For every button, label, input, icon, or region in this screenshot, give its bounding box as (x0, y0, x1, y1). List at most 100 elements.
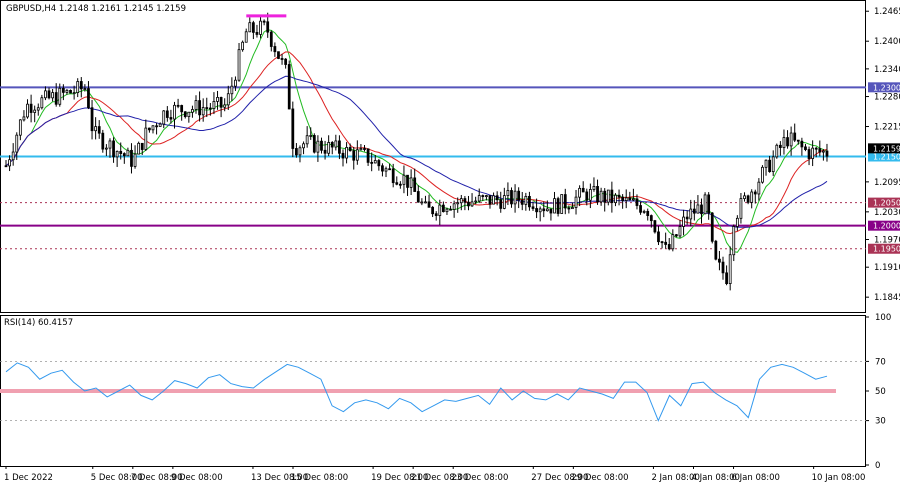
horizontal-levels[interactable] (0, 86, 866, 250)
candle-bear (413, 177, 417, 192)
candle-bull (316, 140, 320, 153)
candle-bull (485, 195, 488, 197)
candle-bull (703, 194, 707, 215)
candle-bear (61, 87, 65, 93)
candle-bear (778, 144, 782, 148)
candle-bull (502, 195, 506, 209)
candle-bull (72, 92, 76, 95)
rsi-y-tick-label: 0 (875, 461, 880, 471)
rsi-y-tick-label: 100 (875, 313, 891, 323)
candle-bull (51, 92, 54, 99)
candle-bull (18, 119, 22, 136)
candle-bear (180, 105, 184, 113)
candle-bull (757, 181, 761, 195)
candle-bear (97, 126, 101, 134)
rsi-axis: 100 70 50 30 0 (866, 313, 891, 471)
candle-bear (284, 58, 288, 65)
candle-bull (40, 97, 44, 109)
candle-bear (807, 149, 811, 159)
level-tags: 1.2300 1.2150 1.2050 1.2000 1.1950 1.2159 (868, 82, 900, 254)
candle-bull (65, 89, 69, 93)
candle-bull (105, 147, 108, 150)
candle-bull (191, 109, 194, 113)
candle-bull (137, 142, 141, 155)
candle-bear (323, 149, 327, 154)
level-tag-1-2000 (868, 220, 900, 231)
y-tick-label: 1.2215 (874, 123, 900, 133)
candle-bull (8, 159, 11, 167)
current-price-label: 1.2159 (873, 144, 900, 153)
candle-bull (474, 200, 478, 203)
candle-bear (746, 195, 750, 203)
candle-bull (599, 190, 603, 203)
candle-bear (649, 215, 653, 222)
candle-bull (682, 216, 685, 227)
candle-bear (208, 107, 212, 110)
moving-averages (5, 29, 828, 253)
candle-bear (140, 142, 144, 150)
candle-bear (434, 213, 438, 216)
candle-bull (409, 177, 413, 188)
candle-bear (4, 165, 8, 168)
candle-bull (438, 204, 442, 216)
candle-bear (657, 231, 660, 243)
candle-bear (169, 117, 173, 120)
candle-bull (632, 198, 635, 201)
candle-bear (714, 240, 718, 260)
candle-bear (119, 150, 123, 154)
candle-bull (359, 148, 363, 151)
y-tick-label: 1.2095 (874, 178, 900, 188)
candle-bull (470, 201, 474, 207)
candle-bear (312, 135, 316, 153)
candle-bull (22, 116, 26, 121)
candle-bear (818, 148, 822, 153)
candle-bear (395, 182, 399, 185)
candle-bear (441, 204, 445, 213)
candle-bull (524, 195, 528, 205)
candle-bull (244, 31, 248, 43)
y-tick-label: 1.1845 (874, 293, 900, 303)
rsi-level-lines (0, 360, 866, 422)
candle-bear (280, 58, 284, 60)
candle-bear (639, 205, 642, 213)
candle-bull (241, 41, 244, 51)
candle-bull (187, 111, 191, 118)
candle-bull (492, 195, 495, 205)
candle-bull (743, 195, 746, 200)
level-tag-label: 1.2150 (873, 153, 900, 162)
candle-bull (578, 187, 581, 198)
candle-bull (15, 134, 19, 153)
candle-bear (291, 108, 295, 149)
candle-bear (635, 198, 639, 206)
candle-bull (459, 198, 463, 204)
candle-bear (796, 139, 800, 142)
candlesticks (4, 12, 829, 291)
candle-bull (44, 90, 47, 99)
x-tick-label: 27 Dec 08:00 (531, 473, 588, 483)
ma-medium-line (5, 51, 828, 235)
level-tag-label: 1.2000 (873, 222, 900, 231)
candle-bull (775, 144, 779, 158)
candle-bear (255, 31, 259, 35)
candle-bull (764, 159, 768, 168)
candle-bear (352, 150, 356, 161)
candle-bear (391, 168, 395, 184)
candle-bear (69, 89, 72, 94)
candle-bear (112, 140, 115, 158)
symbol-info: GBPUSD,H4 1.2148 1.2161 1.2145 1.2159 (6, 4, 186, 14)
candle-bull (771, 156, 775, 172)
candle-bull (355, 149, 359, 161)
candle-bull (298, 147, 302, 156)
candle-bear (800, 140, 804, 148)
candle-bear (330, 142, 334, 148)
candle-bull (216, 97, 219, 102)
level-tag-1-2150 (868, 151, 900, 162)
level-tag-label: 1.2050 (873, 199, 900, 208)
candle-bear (581, 187, 585, 193)
candle-bull (678, 226, 682, 237)
candle-bear (90, 107, 94, 132)
candle-bear (427, 201, 431, 208)
rsi-indicator-label: RSI(14) 60.4157 (4, 318, 73, 328)
